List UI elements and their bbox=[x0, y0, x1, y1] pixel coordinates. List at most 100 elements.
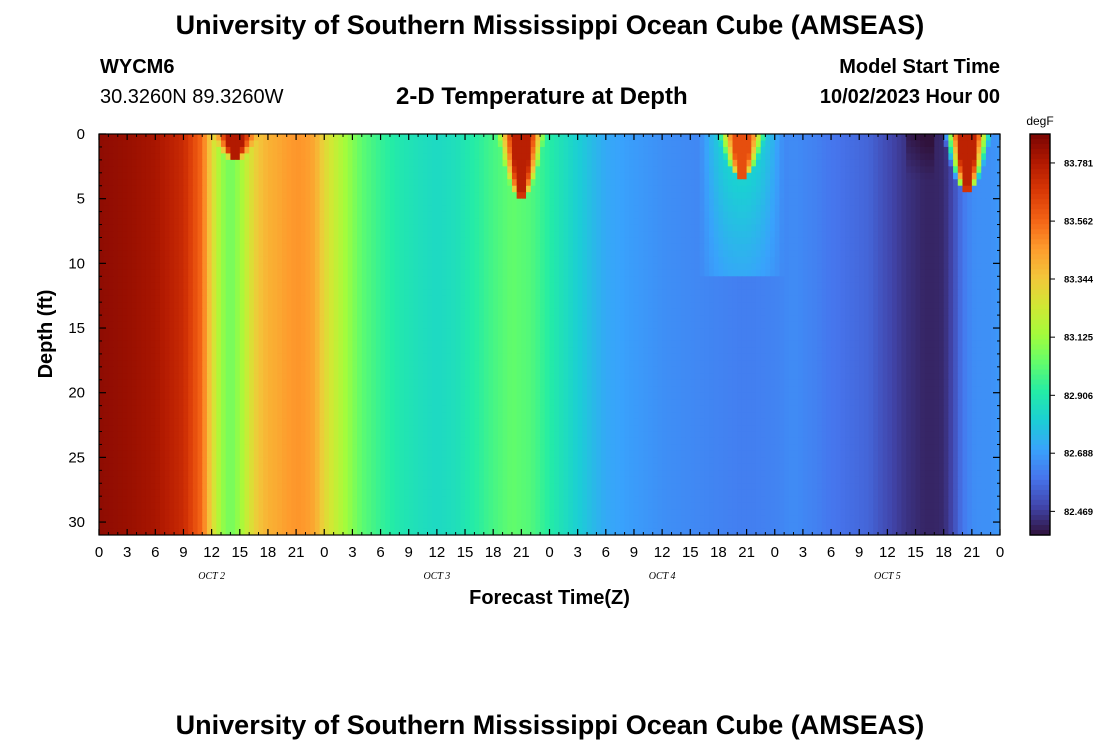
heatmap-cell bbox=[497, 224, 504, 232]
heatmap-cell bbox=[413, 134, 419, 142]
heatmap-cell bbox=[521, 224, 527, 232]
heatmap-cell bbox=[662, 140, 668, 148]
heatmap-cell bbox=[680, 211, 687, 219]
heatmap-cell bbox=[788, 263, 795, 271]
heatmap-cell bbox=[605, 146, 612, 155]
heatmap-cell bbox=[751, 134, 757, 142]
heatmap-cell bbox=[572, 237, 579, 245]
heatmap-cell bbox=[788, 256, 795, 264]
heatmap-cell bbox=[399, 243, 405, 252]
heatmap-cell bbox=[300, 218, 307, 226]
heatmap-cell bbox=[150, 140, 156, 148]
heatmap-cell bbox=[760, 282, 766, 290]
heatmap-cell bbox=[319, 218, 325, 226]
heatmap-cell bbox=[371, 192, 377, 200]
heatmap-cell bbox=[554, 276, 560, 284]
heatmap-cell bbox=[277, 179, 283, 187]
heatmap-cell bbox=[141, 185, 147, 193]
heatmap-cell bbox=[511, 295, 518, 303]
heatmap-cell bbox=[249, 263, 255, 271]
heatmap-cell bbox=[643, 198, 649, 206]
heatmap-cell bbox=[990, 172, 996, 180]
heatmap-cell bbox=[657, 159, 663, 167]
heatmap-cell bbox=[300, 282, 307, 290]
heatmap-cell bbox=[938, 205, 945, 213]
heatmap-cell bbox=[572, 146, 579, 155]
heatmap-cell bbox=[995, 282, 1000, 290]
heatmap-cell bbox=[526, 295, 532, 303]
heatmap-cell bbox=[357, 289, 363, 297]
heatmap-cell bbox=[258, 218, 264, 226]
heatmap-cell bbox=[601, 263, 607, 271]
heatmap-cell bbox=[343, 153, 349, 161]
heatmap-cell bbox=[544, 211, 551, 219]
heatmap-cell bbox=[446, 146, 452, 155]
heatmap-cell bbox=[816, 295, 823, 303]
heatmap-cell bbox=[272, 153, 278, 161]
heatmap-cell bbox=[624, 237, 630, 245]
heatmap-cell bbox=[479, 211, 485, 219]
heatmap-cell bbox=[812, 256, 818, 264]
heatmap-cell bbox=[413, 282, 419, 290]
heatmap-cell bbox=[924, 250, 931, 258]
heatmap-cell bbox=[272, 231, 278, 239]
heatmap-cell bbox=[816, 237, 823, 245]
heatmap-cell bbox=[985, 179, 992, 187]
heatmap-cell bbox=[690, 289, 696, 297]
heatmap-cell bbox=[225, 237, 231, 245]
heatmap-cell bbox=[99, 224, 105, 232]
heatmap-cell bbox=[610, 250, 616, 258]
heatmap-cell bbox=[272, 276, 278, 284]
heatmap-cell bbox=[976, 269, 982, 277]
heatmap-cell bbox=[117, 179, 124, 187]
heatmap-cell bbox=[343, 146, 349, 155]
heatmap-cell bbox=[502, 231, 508, 239]
heatmap-cell bbox=[216, 289, 222, 297]
heatmap-cell bbox=[910, 256, 917, 264]
heatmap-cell bbox=[788, 185, 795, 193]
heatmap-cell bbox=[319, 185, 325, 193]
heatmap-cell bbox=[694, 276, 701, 284]
heatmap-cell bbox=[985, 231, 992, 239]
heatmap-cell bbox=[235, 237, 241, 245]
heatmap-cell bbox=[441, 218, 447, 226]
heatmap-cell bbox=[788, 282, 795, 290]
heatmap-cell bbox=[802, 185, 809, 193]
heatmap-cell bbox=[798, 185, 804, 193]
heatmap-cell bbox=[155, 269, 161, 277]
heatmap-cell bbox=[605, 243, 612, 252]
heatmap-cell bbox=[770, 282, 776, 290]
heatmap-cell bbox=[910, 134, 917, 142]
heatmap-cell bbox=[230, 146, 236, 155]
heatmap-cell bbox=[526, 146, 532, 155]
heatmap-cell bbox=[948, 263, 954, 271]
heatmap-cell bbox=[169, 146, 175, 155]
heatmap-cell bbox=[779, 289, 785, 297]
heatmap-cell bbox=[934, 146, 940, 155]
heatmap-cell bbox=[591, 237, 598, 245]
heatmap-cell bbox=[389, 282, 396, 290]
heatmap-cell bbox=[328, 146, 335, 155]
heatmap-cell bbox=[812, 218, 818, 226]
heatmap-cell bbox=[479, 231, 485, 239]
heatmap-cell bbox=[648, 205, 654, 213]
heatmap-cell bbox=[497, 256, 504, 264]
heatmap-cell bbox=[887, 172, 893, 180]
heatmap-cell bbox=[127, 179, 133, 187]
heatmap-cell bbox=[746, 289, 752, 297]
heatmap-cell bbox=[131, 231, 138, 239]
heatmap-cell bbox=[103, 166, 109, 174]
heatmap-cell bbox=[601, 140, 607, 148]
heatmap-cell bbox=[699, 211, 705, 219]
heatmap-cell bbox=[479, 269, 485, 277]
heatmap-cell bbox=[526, 172, 532, 180]
heatmap-cell bbox=[221, 172, 227, 180]
heatmap-cell bbox=[652, 269, 659, 277]
heatmap-cell bbox=[493, 211, 499, 219]
heatmap-cell bbox=[549, 192, 555, 200]
heatmap-cell bbox=[150, 172, 156, 180]
heatmap-cell bbox=[831, 269, 837, 277]
heatmap-cell bbox=[666, 153, 673, 161]
heatmap-cell bbox=[882, 153, 888, 161]
heatmap-cell bbox=[249, 289, 255, 297]
